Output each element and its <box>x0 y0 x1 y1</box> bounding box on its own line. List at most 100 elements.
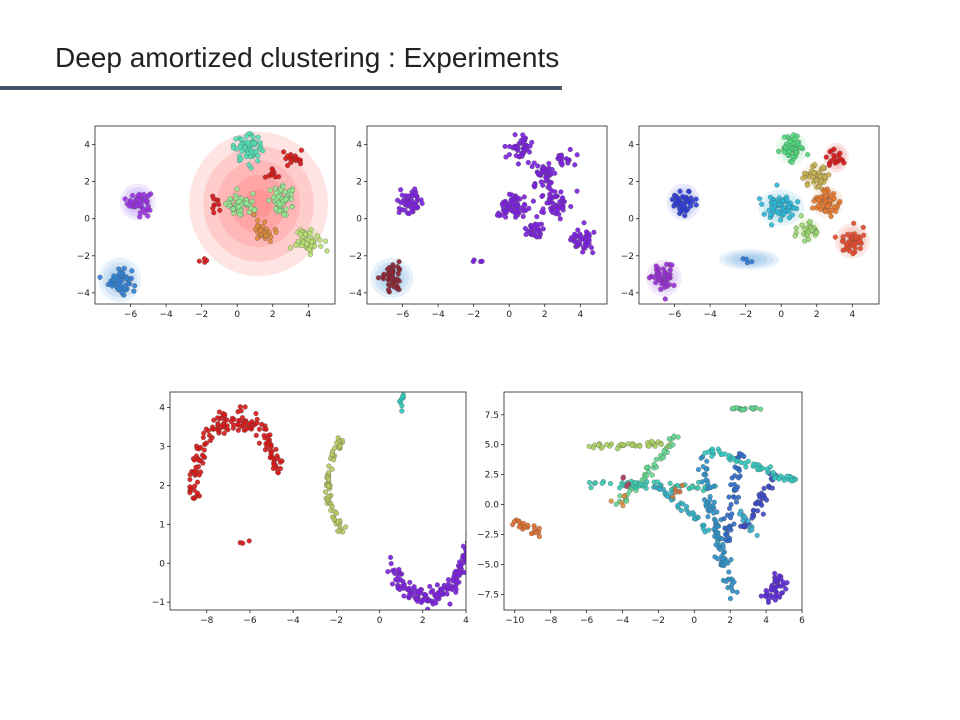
data-point <box>505 203 511 209</box>
data-point <box>680 501 686 507</box>
data-point <box>263 232 269 238</box>
y-tick-label: 2 <box>628 178 634 188</box>
data-point <box>857 245 863 251</box>
data-point <box>219 423 225 429</box>
data-point <box>465 551 466 555</box>
data-point <box>552 189 558 195</box>
data-point <box>259 421 265 427</box>
data-point <box>318 243 324 249</box>
data-point <box>253 410 259 417</box>
data-point <box>470 528 475 533</box>
data-point <box>743 256 750 262</box>
x-tick-label: −2 <box>330 616 343 626</box>
x-tick-label: −10 <box>505 616 524 626</box>
data-point <box>663 281 669 287</box>
data-point <box>275 470 281 476</box>
data-point <box>260 148 266 154</box>
y-tick-label: 2 <box>159 481 165 491</box>
data-point <box>730 456 737 462</box>
data-point <box>838 156 844 162</box>
data-point <box>548 208 554 214</box>
data-point <box>121 265 127 271</box>
data-point <box>677 188 683 194</box>
data-point <box>730 588 736 594</box>
data-point <box>326 470 332 476</box>
y-tick-label: 4 <box>356 141 362 151</box>
data-point <box>760 511 766 517</box>
x-tick-label: 0 <box>234 310 240 320</box>
data-point <box>681 205 687 211</box>
x-tick-label: −6 <box>580 616 594 626</box>
y-tick-label: 0 <box>628 215 634 225</box>
data-point <box>188 485 194 491</box>
data-point <box>740 523 746 530</box>
data-point <box>702 529 708 535</box>
data-point <box>629 442 635 449</box>
data-point <box>325 483 331 489</box>
data-point <box>552 170 558 176</box>
data-point <box>282 189 288 195</box>
data-point <box>637 443 643 449</box>
data-point <box>401 582 407 589</box>
data-point <box>411 584 417 590</box>
data-point <box>142 198 149 204</box>
data-point <box>245 140 251 146</box>
data-point <box>784 197 790 203</box>
data-point <box>272 185 278 191</box>
data-point <box>647 275 653 281</box>
data-point <box>129 268 135 274</box>
data-point <box>265 437 271 443</box>
data-point <box>285 163 291 169</box>
data-point <box>136 197 142 203</box>
data-point <box>200 434 206 441</box>
data-point <box>678 202 684 208</box>
data-point <box>387 554 394 560</box>
data-point <box>236 204 242 210</box>
data-point <box>465 554 466 557</box>
data-point <box>521 520 527 526</box>
data-point <box>116 285 122 291</box>
data-point <box>247 153 253 160</box>
data-point <box>695 485 701 491</box>
data-point <box>146 192 152 198</box>
data-point <box>447 601 453 607</box>
data-point <box>465 548 466 552</box>
data-point <box>678 507 684 514</box>
data-point <box>705 514 711 520</box>
data-point <box>241 421 247 427</box>
data-point <box>811 170 817 176</box>
y-tick-label: 3 <box>159 443 165 453</box>
data-point <box>800 175 806 181</box>
data-point <box>568 235 575 241</box>
data-point <box>831 155 837 161</box>
data-point <box>445 577 451 583</box>
data-point <box>731 579 737 585</box>
data-point <box>529 163 535 170</box>
data-point <box>396 266 403 272</box>
density-ellipse <box>189 131 328 277</box>
data-point <box>771 475 778 481</box>
data-point <box>211 202 217 208</box>
x-tick-label: 2 <box>420 616 426 626</box>
data-point <box>256 426 262 432</box>
data-point <box>754 532 760 539</box>
data-point <box>326 493 332 499</box>
data-point <box>444 586 450 593</box>
data-point <box>522 225 528 232</box>
data-point <box>418 587 424 593</box>
data-point <box>254 235 260 241</box>
data-point <box>539 209 545 215</box>
data-point <box>533 530 539 536</box>
x-tick-label: −2 <box>195 310 208 320</box>
data-point <box>111 277 117 283</box>
y-tick-label: 0 <box>159 559 165 569</box>
data-point <box>851 220 857 226</box>
data-point <box>233 136 239 142</box>
data-point <box>194 490 200 496</box>
x-tick-label: −4 <box>159 310 173 320</box>
data-point <box>750 512 756 518</box>
data-point <box>567 146 573 153</box>
data-point <box>783 145 789 151</box>
scatter-plot-bottom-left: −8 −6 −4 −2 0 2 4 −1 0 1 2 3 4 <box>152 391 475 626</box>
data-point <box>221 430 227 436</box>
